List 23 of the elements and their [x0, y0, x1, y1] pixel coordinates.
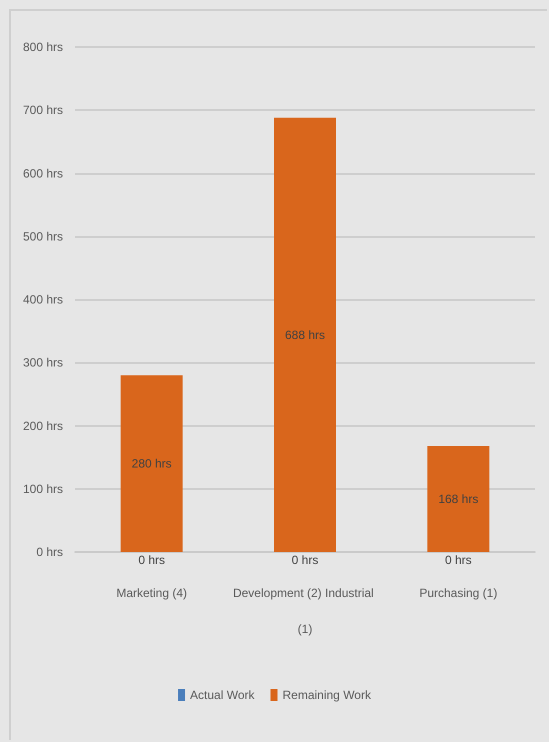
data-label: 0 hrs — [292, 553, 318, 567]
y-tick-label: 100 hrs — [22, 482, 63, 496]
y-tick-label: 300 hrs — [22, 356, 63, 370]
y-tick-label: 700 hrs — [22, 103, 63, 118]
y-tick-label: 0 hrs — [36, 545, 63, 559]
legend-label: Actual Work — [190, 688, 256, 702]
data-label: 280 hrs — [132, 456, 172, 471]
y-tick-label: 200 hrs — [22, 418, 63, 433]
data-label: 0 hrs — [138, 553, 166, 567]
legend-label: Remaining Work — [282, 688, 372, 702]
x-tick-label: Purchasing (1) — [419, 586, 498, 600]
data-label: 0 hrs — [444, 553, 472, 567]
bar — [427, 446, 490, 552]
y-tick-label: 500 hrs — [22, 229, 63, 244]
x-tick-label: Marketing (4) — [116, 586, 188, 600]
data-label: 688 hrs — [284, 328, 326, 342]
category-label: Development (2) Industrial (1) — [232, 586, 374, 636]
y-tick-label: 400 hrs — [22, 292, 63, 306]
bar — [120, 375, 183, 552]
y-tick-label: 800 hrs — [22, 40, 63, 54]
y-tick-label: 600 hrs — [22, 166, 63, 180]
bar — [274, 118, 336, 552]
data-label: 168 hrs — [438, 492, 478, 506]
